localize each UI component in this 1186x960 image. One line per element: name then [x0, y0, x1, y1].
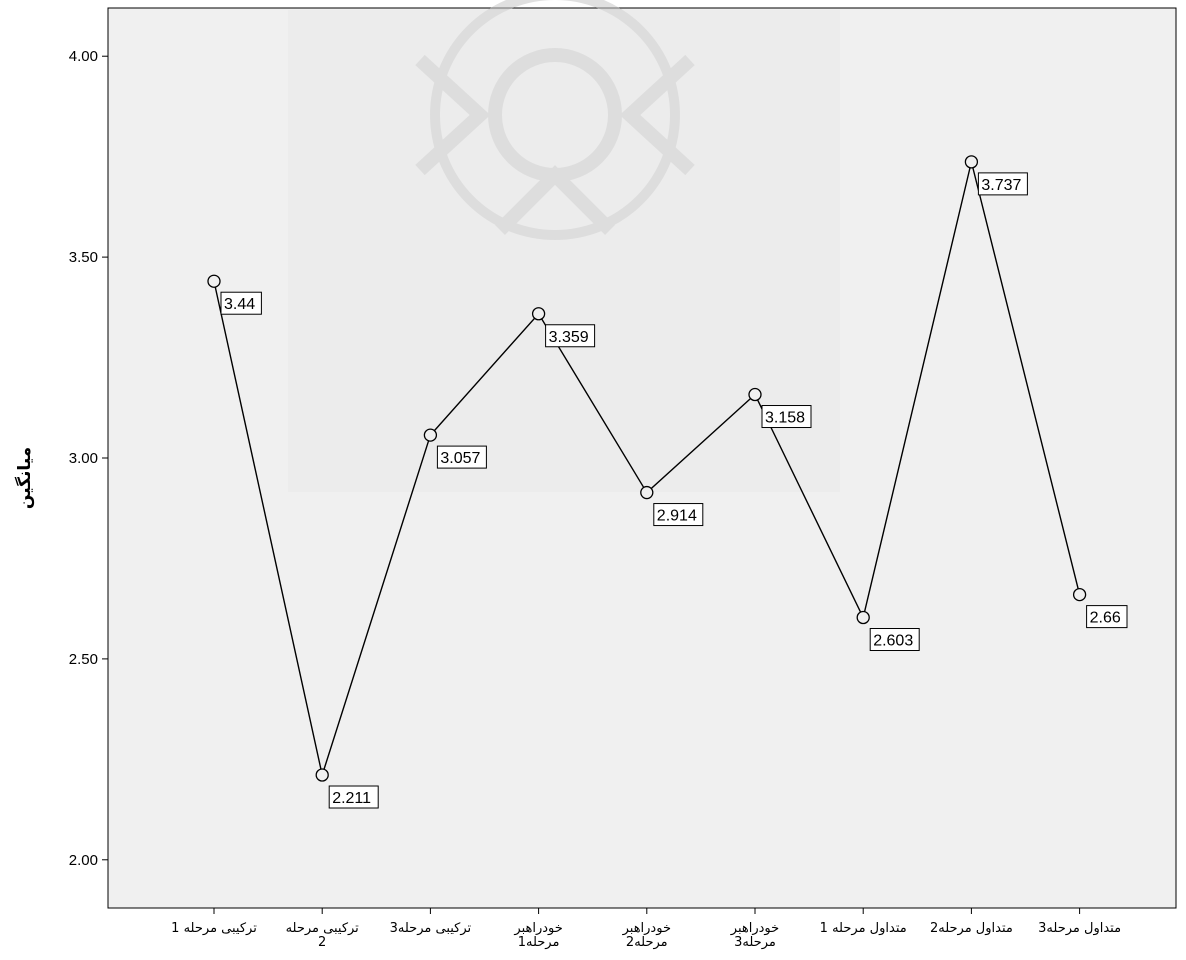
data-point [964, 155, 979, 169]
x-category-label: ترکیبی مرحله 1 [171, 921, 257, 936]
plot-area [107, 7, 1177, 909]
data-point [207, 274, 221, 288]
x-category-label-line: 2 [318, 935, 326, 950]
data-label-text: 2.66 [1090, 610, 1121, 627]
data-point [748, 387, 762, 402]
data-label-text: 3.359 [549, 329, 589, 346]
x-category-label: متداول مرحله 1 [820, 921, 907, 936]
x-category-label: خودراهبر مرحله1 [513, 921, 562, 950]
data-labels: 3.44 2.211 3.057 3.359 2.914 3.158 2.603 3.737 2… [220, 172, 1128, 809]
x-category-label: ترکیبی مرحله 2 [286, 921, 360, 950]
data-point [531, 307, 546, 321]
data-label-text: 3.44 [224, 296, 255, 313]
data-label-text: 2.914 [657, 508, 697, 525]
x-category-label: متداول مرحله2 [930, 921, 1013, 936]
x-category-label-line: ترکیبی مرحله3 [390, 921, 472, 936]
data-label-box [977, 172, 1028, 196]
watermark-emblem [415, 0, 695, 240]
x-category-label-line: متداول مرحله 1 [820, 921, 907, 936]
data-label: 2.211 [328, 785, 379, 809]
y-tick-label: 4.00 [69, 48, 98, 65]
data-label: 3.359 [545, 324, 596, 348]
x-category-label: خودراهبر مرحله3 [730, 921, 779, 950]
x-category-label-line: خودراهبر [622, 921, 671, 936]
data-label-text: 2.211 [332, 790, 371, 807]
data-label-box [761, 405, 812, 429]
x-category-label: خودراهبر مرحله2 [622, 921, 671, 950]
data-label: 3.44 [220, 291, 262, 315]
series-markers [207, 155, 1087, 782]
x-axis: ترکیبی مرحله 1 ترکیبی مرحله 2 ترکیبی مرحله3… [171, 908, 1121, 950]
x-category-label-line: مرحله1 [518, 935, 560, 950]
y-axis: 2.00 2.50 3.00 3.50 4.00 [69, 48, 108, 869]
data-label: 3.737 [977, 172, 1028, 196]
x-category-label: ترکیبی مرحله3 [390, 921, 472, 936]
x-category-label-line: متداول مرحله2 [930, 921, 1013, 936]
data-point [315, 768, 329, 782]
data-label-text: 3.737 [981, 177, 1021, 194]
data-label: 3.158 [761, 405, 812, 429]
data-label: 2.603 [869, 628, 920, 652]
y-tick-label: 2.00 [69, 852, 98, 869]
data-label: 2.66 [1086, 605, 1128, 629]
x-category-label: متداول مرحله3 [1038, 921, 1121, 936]
data-point [640, 485, 654, 500]
data-label-text: 3.057 [440, 450, 480, 467]
x-category-label-line: خودراهبر [730, 921, 779, 936]
x-category-label-line: ترکیبی مرحله [286, 921, 360, 936]
y-tick-label: 3.00 [69, 450, 98, 467]
x-category-label-line: مرحله3 [734, 935, 776, 950]
data-label-box [545, 324, 596, 348]
data-label-box [436, 445, 487, 469]
watermark-panel [288, 10, 840, 492]
data-label-text: 2.603 [873, 633, 913, 650]
data-label: 2.914 [653, 503, 704, 527]
data-label-box [328, 785, 379, 809]
data-point [423, 428, 438, 442]
y-tick-label: 3.50 [69, 249, 98, 266]
y-axis-title: میانگین [14, 447, 35, 509]
data-label-box [1086, 605, 1128, 629]
data-point [1072, 587, 1087, 602]
y-tick-label: 2.50 [69, 651, 98, 668]
data-label-box [220, 291, 262, 315]
x-category-label-line: ترکیبی مرحله 1 [171, 921, 257, 936]
data-label-text: 3.158 [765, 410, 805, 427]
x-category-label-line: مرحله2 [626, 935, 668, 950]
x-category-label-line: متداول مرحله3 [1038, 921, 1121, 936]
data-point [856, 610, 870, 625]
data-label-box [869, 628, 920, 652]
data-label: 3.057 [436, 445, 487, 469]
x-category-label-line: خودراهبر [513, 921, 562, 936]
data-label-box [653, 503, 704, 527]
